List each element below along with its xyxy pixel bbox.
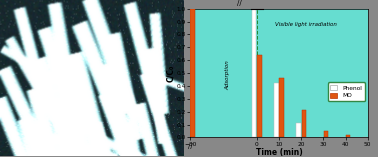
Text: Visible light irradiation: Visible light irradiation [275, 22, 336, 27]
Text: //: // [188, 143, 192, 149]
Bar [185, 9, 190, 137]
Bar [346, 135, 350, 137]
Y-axis label: C/C₀: C/C₀ [166, 64, 175, 82]
Legend: Phenol, MO: Phenol, MO [327, 82, 365, 101]
Bar [302, 110, 306, 137]
Bar [296, 123, 301, 137]
Bar [274, 83, 279, 137]
Text: Adsorption: Adsorption [225, 61, 230, 90]
Bar [279, 78, 284, 137]
Bar [191, 9, 195, 137]
Text: //: // [237, 0, 242, 6]
X-axis label: Time (min): Time (min) [256, 148, 302, 157]
Bar [257, 55, 262, 137]
Bar [252, 9, 256, 137]
Bar [324, 131, 328, 137]
